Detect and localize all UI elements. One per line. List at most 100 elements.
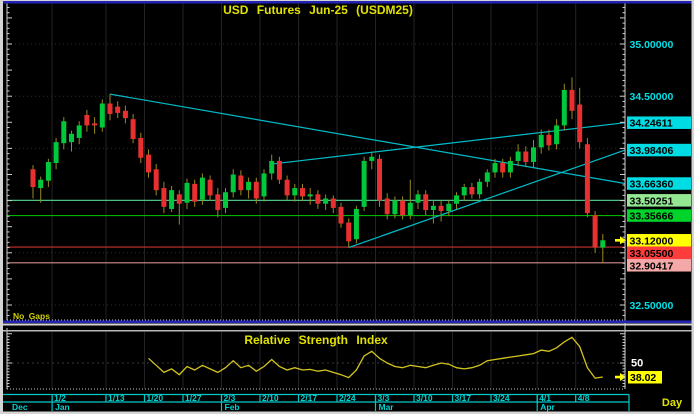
candle-body bbox=[531, 147, 536, 162]
candle-body bbox=[415, 194, 421, 203]
candle-body bbox=[454, 195, 459, 204]
panel-divider-blue[interactable] bbox=[0, 320, 694, 324]
price-axis-label-box bbox=[627, 209, 691, 222]
candle-body bbox=[377, 158, 382, 201]
month-label: Jan bbox=[55, 402, 70, 412]
candle-body bbox=[584, 144, 590, 214]
price-axis-label-box bbox=[627, 234, 691, 247]
week-tick-label: 1/20 bbox=[147, 393, 164, 403]
candle-body bbox=[122, 110, 128, 119]
rsi-line bbox=[148, 336, 603, 379]
rsi-layer bbox=[148, 336, 626, 382]
price-axis-label-box bbox=[627, 246, 691, 260]
candle-body bbox=[238, 175, 244, 191]
candle-body bbox=[284, 179, 290, 196]
week-tick-label: 2/3 bbox=[224, 393, 236, 403]
candle-body bbox=[223, 192, 228, 208]
candle-body bbox=[53, 142, 59, 164]
candle-body bbox=[384, 198, 390, 215]
candle-body bbox=[276, 160, 282, 180]
candle-body bbox=[346, 222, 352, 242]
candle-body bbox=[554, 125, 560, 145]
price-axis-label: 35.00000 bbox=[630, 39, 674, 51]
window-border-top bbox=[0, 0, 694, 1]
candle-body bbox=[207, 179, 213, 196]
month-label: Dec bbox=[12, 402, 28, 412]
candle-body bbox=[176, 194, 182, 204]
last-price-arrow bbox=[615, 236, 626, 245]
month-label: Mar bbox=[379, 402, 395, 412]
candle-body bbox=[30, 169, 36, 188]
trend-line bbox=[271, 122, 626, 165]
week-tick-label: 4/8 bbox=[578, 393, 590, 403]
candle-body bbox=[184, 182, 190, 203]
rsi-midline-label: 50 bbox=[631, 358, 643, 370]
candle-body bbox=[161, 188, 167, 207]
candle-body bbox=[400, 200, 406, 216]
week-tick-label: 3/3 bbox=[378, 393, 390, 403]
candle-body bbox=[323, 198, 329, 204]
candle-body bbox=[507, 160, 513, 173]
candle-body bbox=[569, 89, 575, 111]
candle-body bbox=[146, 154, 151, 173]
week-tick-label: 2/24 bbox=[339, 393, 356, 403]
price-axis-label-box bbox=[627, 259, 691, 272]
rsi-value-label: 38.02 bbox=[630, 372, 656, 384]
candle-body bbox=[330, 198, 336, 208]
candle-body bbox=[492, 163, 498, 173]
week-tick-label: 1/13 bbox=[108, 393, 125, 403]
candles-layer bbox=[30, 77, 606, 264]
week-tick-label: 3/10 bbox=[416, 393, 433, 403]
candle-body bbox=[230, 174, 236, 193]
week-tick-label: 2/17 bbox=[301, 393, 318, 403]
candle-body bbox=[338, 206, 344, 224]
candle-body bbox=[523, 151, 529, 162]
candle-body bbox=[315, 194, 321, 204]
candle-body bbox=[292, 188, 298, 196]
price-axis-label: 33.66360 bbox=[630, 179, 674, 191]
candle-body bbox=[99, 103, 105, 128]
candle-body bbox=[577, 104, 583, 143]
candle-body bbox=[500, 163, 506, 173]
candle-body bbox=[130, 119, 136, 140]
timeframe-label[interactable]: Day bbox=[662, 397, 683, 409]
candle-body bbox=[538, 134, 544, 148]
week-tick-label: 1/2 bbox=[54, 393, 66, 403]
candle-body bbox=[392, 200, 398, 215]
window-border-right bbox=[691, 0, 694, 414]
trend-line bbox=[109, 93, 626, 185]
candle-body bbox=[153, 169, 159, 191]
candle-body bbox=[430, 205, 436, 210]
candle-body bbox=[84, 114, 90, 126]
candle-body bbox=[307, 194, 313, 197]
rsi-last-value-arrow bbox=[615, 373, 626, 382]
rsi-value-box bbox=[628, 371, 662, 384]
rsi-panel-top-border bbox=[0, 330, 694, 332]
price-axis-label: 33.98406 bbox=[630, 145, 674, 157]
price-axis-label: 33.12000 bbox=[630, 235, 674, 247]
candle-body bbox=[446, 203, 452, 212]
axes-layer: 1/2 1/13 1/20 1/27 2/3 2/10 2/17 2/24 3/3 3/10 3/1… bbox=[3, 3, 630, 412]
candle-body bbox=[353, 208, 359, 240]
candle-body bbox=[115, 106, 121, 113]
price-axis-label: 34.50000 bbox=[630, 91, 674, 103]
price-axis-label-box bbox=[627, 194, 691, 207]
candle-body bbox=[253, 181, 259, 199]
candle-body bbox=[600, 240, 606, 248]
candle-body bbox=[546, 134, 552, 146]
candle-body bbox=[269, 160, 275, 174]
candle-body bbox=[92, 123, 98, 126]
candle-body bbox=[138, 137, 144, 158]
panel-divider-white[interactable] bbox=[0, 323, 694, 326]
month-label: Feb bbox=[225, 402, 240, 412]
price-axis-label-box bbox=[627, 116, 691, 129]
candle-body bbox=[45, 161, 51, 181]
price-axis-label: 32.90417 bbox=[630, 260, 674, 272]
candle-body bbox=[484, 172, 490, 182]
week-tick-label: 2/10 bbox=[262, 393, 279, 403]
candle-body bbox=[246, 181, 252, 191]
candle-body bbox=[592, 215, 598, 248]
candle-body bbox=[261, 173, 267, 197]
